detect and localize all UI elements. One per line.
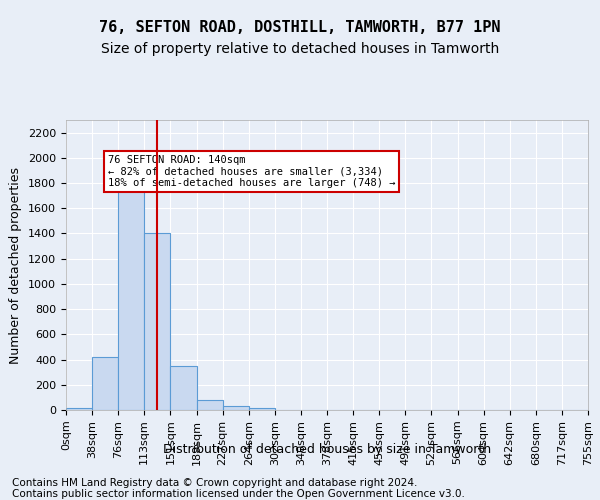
Bar (223, 406, 249, 410)
Bar (92, 357, 118, 410)
Text: Contains HM Land Registry data © Crown copyright and database right 2024.: Contains HM Land Registry data © Crown c… (12, 478, 418, 488)
Text: 76, SEFTON ROAD, DOSTHILL, TAMWORTH, B77 1PN: 76, SEFTON ROAD, DOSTHILL, TAMWORTH, B77… (99, 20, 501, 35)
Text: Distribution of detached houses by size in Tamworth: Distribution of detached houses by size … (163, 444, 491, 456)
Text: Contains public sector information licensed under the Open Government Licence v3: Contains public sector information licen… (12, 489, 465, 499)
Bar (145, 234, 170, 410)
Bar (197, 400, 223, 410)
Bar (249, 408, 275, 410)
Text: Size of property relative to detached houses in Tamworth: Size of property relative to detached ho… (101, 42, 499, 56)
Bar (66, 408, 92, 410)
Y-axis label: Number of detached properties: Number of detached properties (10, 166, 22, 364)
Text: 76 SEFTON ROAD: 140sqm
← 82% of detached houses are smaller (3,334)
18% of semi-: 76 SEFTON ROAD: 140sqm ← 82% of detached… (108, 155, 395, 188)
Bar (170, 366, 197, 410)
Bar (118, 183, 145, 410)
